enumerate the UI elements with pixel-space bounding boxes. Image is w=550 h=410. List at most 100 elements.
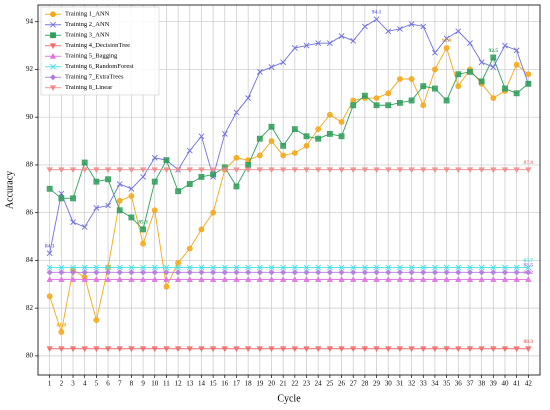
marker [50,32,56,39]
legend-label: Training 6_RandomForest [65,63,134,70]
marker [502,85,508,92]
marker [361,92,368,99]
marker [245,264,252,271]
x-tick-label: 41 [513,380,521,388]
marker [58,329,65,335]
marker [186,346,193,352]
marker [245,269,252,276]
marker [338,264,345,271]
marker [291,167,298,173]
x-tick-label: 8 [130,380,134,388]
marker [455,346,462,352]
marker [326,111,333,118]
marker [105,269,112,276]
marker [478,269,485,276]
marker [291,126,298,133]
x-tick-label: 24 [315,380,323,388]
marker [256,346,263,352]
marker [49,43,57,49]
marker [443,45,450,51]
marker [198,264,205,271]
marker [268,64,275,70]
marker [385,269,392,276]
marker [186,264,193,271]
marker [326,346,333,352]
marker [303,167,310,173]
marker [373,102,380,109]
x-tick-label: 22 [291,380,299,388]
marker [385,346,392,352]
marker [525,346,532,352]
marker [420,264,427,271]
marker [256,276,263,282]
marker [221,346,228,352]
marker [350,102,357,109]
x-tick-label: 39 [490,380,498,388]
marker [116,167,123,173]
marker [186,147,193,154]
marker [46,167,53,173]
marker [373,95,380,101]
x-tick-label: 28 [361,380,369,388]
marker [268,264,275,271]
marker [478,346,485,352]
value-label: 94.1 [372,10,382,16]
marker [513,90,520,97]
marker [467,264,473,271]
marker [210,269,217,276]
marker [385,264,392,271]
marker [46,185,53,192]
marker [140,264,146,271]
x-tick-label: 26 [338,380,346,388]
marker [104,276,112,282]
marker [140,173,146,180]
marker [245,167,252,173]
marker [93,346,100,352]
marker [151,346,158,352]
marker [373,346,380,352]
x-tick-label: 3 [71,380,75,388]
x-tick-label: 29 [373,380,381,388]
marker [525,264,532,271]
x-tick-label: 21 [280,380,288,388]
marker [256,167,263,173]
plot-frame [37,4,541,376]
marker [198,173,205,180]
marker [501,167,509,173]
marker [151,178,158,185]
y-tick-label: 80 [26,352,34,360]
marker [431,269,438,276]
marker [466,269,473,276]
marker [50,21,56,28]
marker [163,276,170,282]
x-tick-label: 14 [198,380,206,388]
marker [245,346,252,352]
marker [396,167,404,173]
marker [385,167,392,173]
marker [46,346,53,352]
marker [338,346,345,352]
marker [361,276,368,282]
marker [490,54,497,61]
marker [303,42,310,49]
marker [315,40,322,47]
x-tick-label: 38 [478,380,486,388]
marker [139,346,147,352]
marker [408,21,415,28]
marker [303,133,310,140]
marker [268,276,275,282]
marker [104,346,112,352]
marker [81,269,88,276]
marker [502,42,508,49]
marker [326,264,333,271]
marker [268,346,275,352]
x-tick-label: 12 [175,380,183,388]
marker [116,207,123,214]
marker [280,59,287,66]
marker [116,269,123,276]
marker [396,25,403,32]
marker [501,276,509,282]
marker [128,269,135,276]
marker [233,109,240,116]
